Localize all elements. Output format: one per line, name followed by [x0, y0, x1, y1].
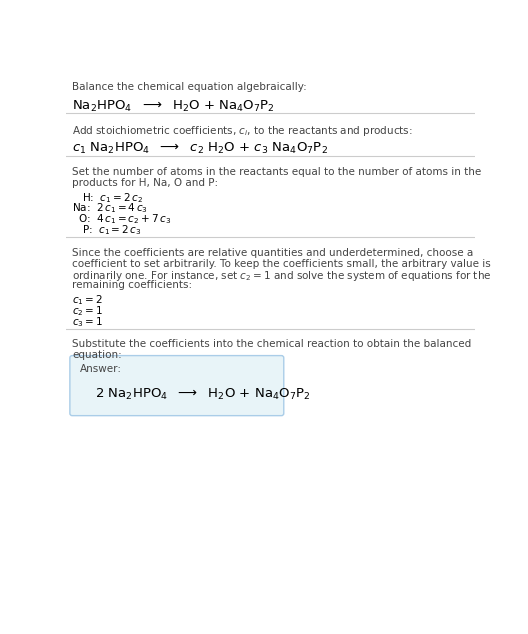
Text: products for H, Na, O and P:: products for H, Na, O and P:: [72, 178, 218, 188]
Text: Na:  $2\,c_1 = 4\,c_3$: Na: $2\,c_1 = 4\,c_3$: [72, 202, 148, 216]
Text: Add stoichiometric coefficients, $c_i$, to the reactants and products:: Add stoichiometric coefficients, $c_i$, …: [72, 124, 413, 138]
Text: Answer:: Answer:: [80, 364, 122, 374]
FancyBboxPatch shape: [70, 356, 284, 416]
Text: Balance the chemical equation algebraically:: Balance the chemical equation algebraica…: [72, 82, 307, 92]
Text: $c_2 = 1$: $c_2 = 1$: [72, 304, 103, 318]
Text: ordinarily one. For instance, set $c_2 = 1$ and solve the system of equations fo: ordinarily one. For instance, set $c_2 =…: [72, 269, 492, 283]
Text: O:  $4\,c_1 = c_2 + 7\,c_3$: O: $4\,c_1 = c_2 + 7\,c_3$: [78, 212, 172, 226]
Text: Set the number of atoms in the reactants equal to the number of atoms in the: Set the number of atoms in the reactants…: [72, 167, 482, 177]
Text: Since the coefficients are relative quantities and underdetermined, choose a: Since the coefficients are relative quan…: [72, 248, 474, 258]
Text: equation:: equation:: [72, 350, 122, 360]
Text: H:  $c_1 = 2\,c_2$: H: $c_1 = 2\,c_2$: [81, 191, 143, 205]
Text: remaining coefficients:: remaining coefficients:: [72, 280, 192, 290]
Text: Substitute the coefficients into the chemical reaction to obtain the balanced: Substitute the coefficients into the che…: [72, 339, 472, 349]
Text: $c_3 = 1$: $c_3 = 1$: [72, 314, 103, 328]
Text: Na$_2$HPO$_4$  $\longrightarrow$  H$_2$O + Na$_4$O$_7$P$_2$: Na$_2$HPO$_4$ $\longrightarrow$ H$_2$O +…: [72, 99, 275, 114]
Text: 2 Na$_2$HPO$_4$  $\longrightarrow$  H$_2$O + Na$_4$O$_7$P$_2$: 2 Na$_2$HPO$_4$ $\longrightarrow$ H$_2$O…: [96, 387, 311, 402]
Text: $c_1 = 2$: $c_1 = 2$: [72, 293, 103, 307]
Text: $c_1$ Na$_2$HPO$_4$  $\longrightarrow$  $c_2$ H$_2$O + $c_3$ Na$_4$O$_7$P$_2$: $c_1$ Na$_2$HPO$_4$ $\longrightarrow$ $c…: [72, 141, 328, 156]
Text: coefficient to set arbitrarily. To keep the coefficients small, the arbitrary va: coefficient to set arbitrarily. To keep …: [72, 259, 491, 269]
Text: P:  $c_1 = 2\,c_3$: P: $c_1 = 2\,c_3$: [81, 223, 142, 237]
